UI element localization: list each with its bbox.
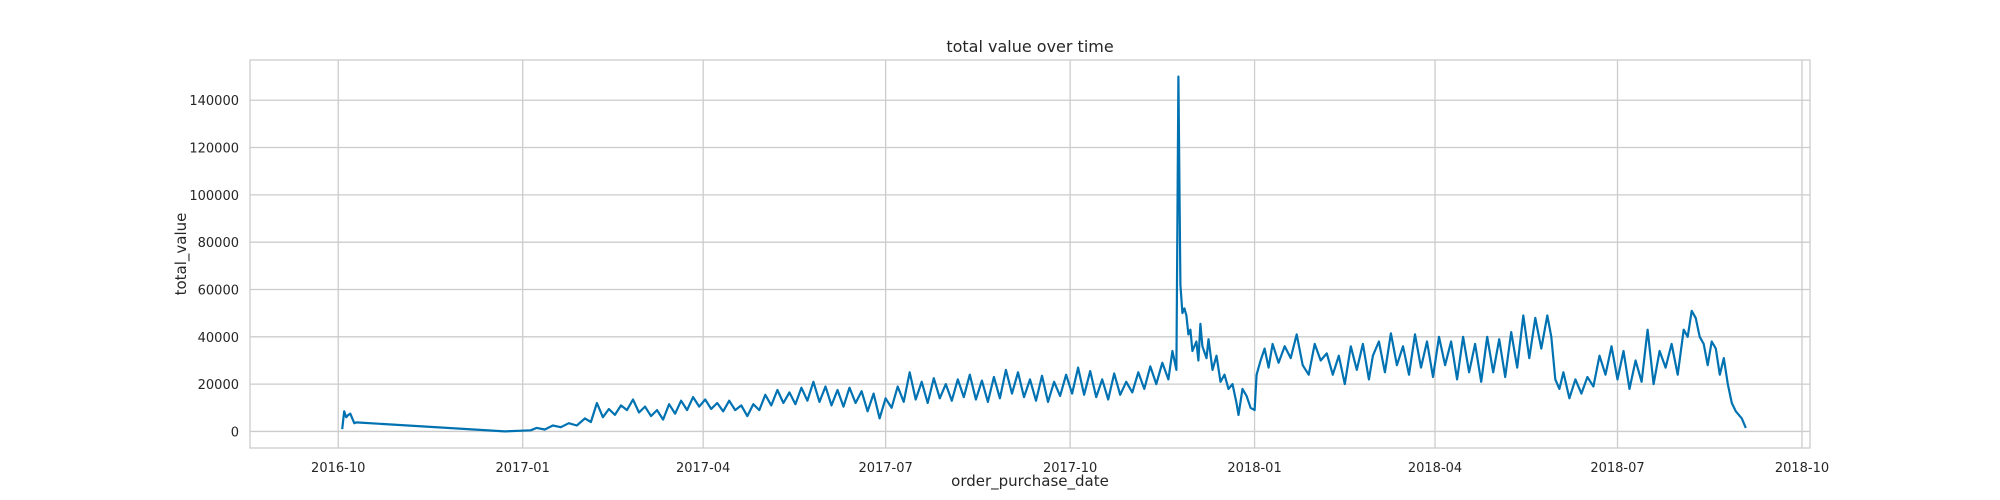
series-group <box>341 75 1747 433</box>
x-tick-label: 2017-07 <box>858 461 912 476</box>
x-tick-label: 2018-04 <box>1408 461 1462 476</box>
x-tick-label: 2018-10 <box>1775 461 1829 476</box>
x-axis: 2016-10 2017-01 2017-04 2017-07 2017-10 2018-… <box>311 461 1829 476</box>
chart-title: total value over time <box>946 37 1113 56</box>
series-line-0 <box>341 75 1747 433</box>
x-tick-label: 2017-01 <box>496 461 550 476</box>
y-tick-label: 120000 <box>189 142 239 157</box>
y-tick-label: 140000 <box>189 94 239 109</box>
x-tick-label: 2016-10 <box>311 461 365 476</box>
x-tick-label: 2018-07 <box>1590 461 1644 476</box>
x-tick-label: 2018-01 <box>1227 461 1281 476</box>
y-tick-label: 40000 <box>198 331 239 346</box>
y-tick-label: 0 <box>231 425 239 440</box>
y-tick-label: 60000 <box>198 283 239 298</box>
y-tick-label: 100000 <box>189 189 239 204</box>
y-axis-label: total_value <box>172 213 191 296</box>
y-axis: 0 20000 40000 60000 80000 100000 120000 140000 <box>189 94 239 440</box>
grid <box>250 60 1810 448</box>
y-tick-label: 20000 <box>198 378 239 393</box>
x-axis-label: order_purchase_date <box>951 472 1109 491</box>
plot-area <box>249 59 1811 449</box>
y-tick-label: 80000 <box>198 236 239 251</box>
x-tick-label: 2017-04 <box>676 461 730 476</box>
x-tick-label: 2017-10 <box>1043 461 1097 476</box>
